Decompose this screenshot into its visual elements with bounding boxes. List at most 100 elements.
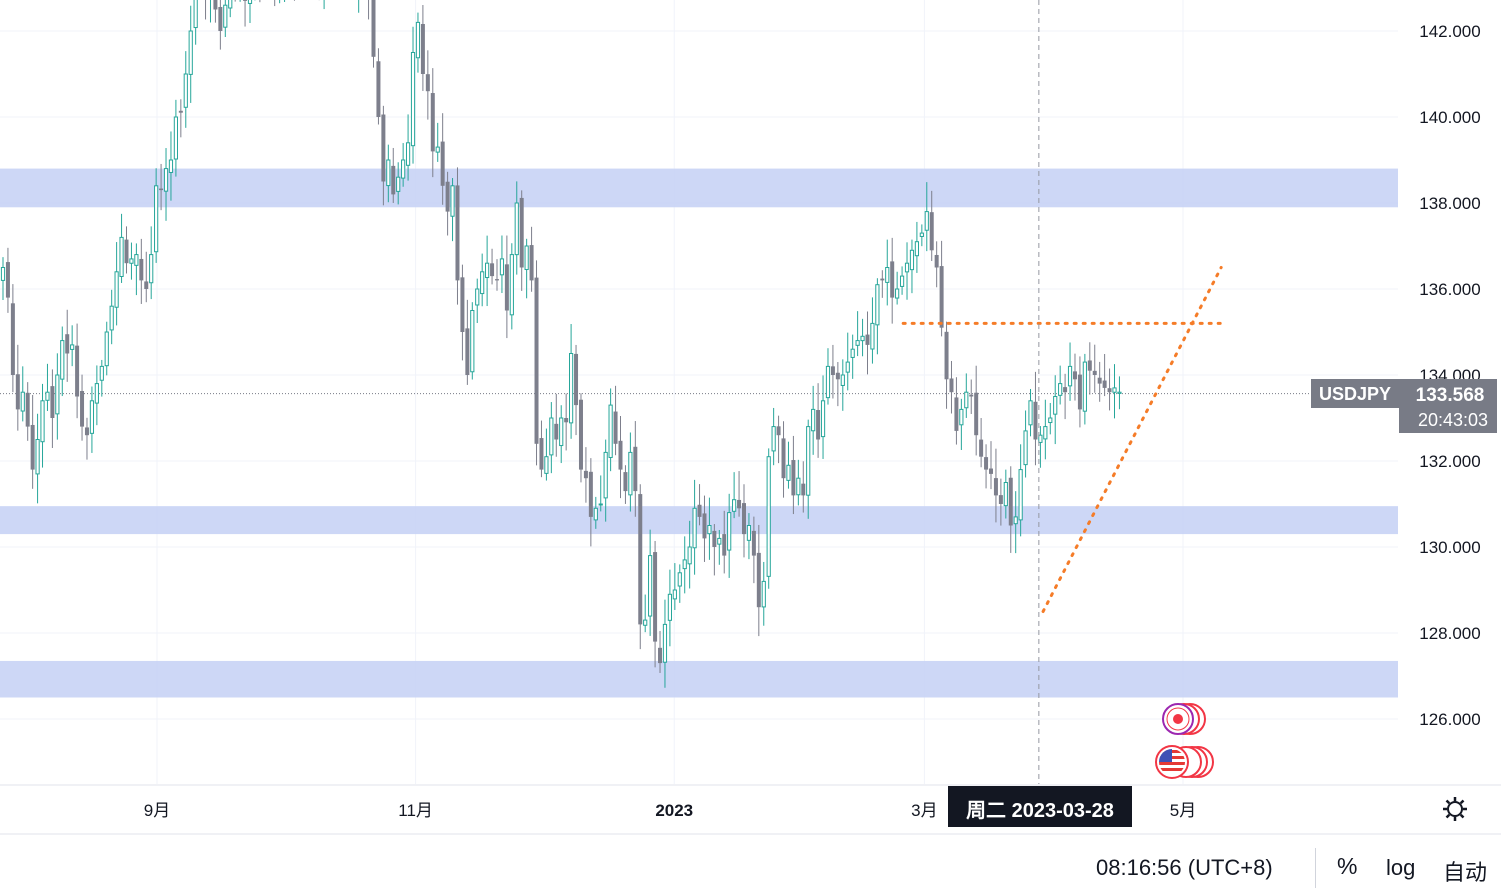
candle bbox=[969, 379, 974, 415]
candle bbox=[1117, 376, 1122, 410]
candle-body bbox=[791, 460, 796, 496]
price-tick-label: 138.000 bbox=[1419, 194, 1480, 213]
candle bbox=[460, 264, 465, 361]
price-tick-label: 130.000 bbox=[1419, 538, 1480, 557]
percent-scale-button[interactable]: % bbox=[1337, 853, 1358, 879]
candle bbox=[993, 448, 998, 523]
candle bbox=[850, 334, 855, 379]
us-event-flag[interactable] bbox=[1155, 745, 1214, 779]
candle-body bbox=[998, 495, 1003, 504]
candle-body bbox=[850, 348, 855, 358]
candle bbox=[94, 365, 99, 426]
candle bbox=[672, 563, 677, 610]
candle-body bbox=[1107, 388, 1112, 393]
candle-body bbox=[10, 303, 15, 375]
candle-body bbox=[519, 197, 524, 268]
candle bbox=[10, 284, 15, 393]
candle bbox=[618, 416, 623, 499]
candle-body bbox=[830, 366, 835, 375]
log-scale-button[interactable]: log bbox=[1386, 855, 1416, 880]
candle-body bbox=[410, 52, 416, 147]
candle-body bbox=[134, 254, 139, 266]
candle-body bbox=[904, 262, 910, 273]
candle-body bbox=[529, 245, 534, 281]
candle-body bbox=[1003, 482, 1008, 507]
candle bbox=[984, 444, 989, 489]
candle bbox=[845, 332, 850, 391]
candle bbox=[667, 569, 672, 647]
candle bbox=[205, 0, 207, 20]
candle-body bbox=[124, 239, 129, 264]
candle-body bbox=[159, 188, 164, 191]
candle bbox=[134, 243, 139, 296]
candle bbox=[816, 383, 821, 458]
candle-body bbox=[114, 271, 119, 308]
candle bbox=[559, 405, 564, 464]
candle bbox=[1003, 469, 1008, 519]
candle bbox=[909, 239, 915, 294]
candle bbox=[633, 421, 638, 517]
candle bbox=[771, 407, 776, 466]
candle-body bbox=[559, 417, 564, 447]
candle-body bbox=[840, 374, 845, 386]
candle-body bbox=[964, 391, 969, 409]
candle bbox=[914, 221, 919, 273]
candle bbox=[682, 536, 687, 594]
candle bbox=[697, 484, 702, 526]
candle-body bbox=[855, 340, 860, 346]
candle-body bbox=[712, 530, 717, 547]
candle bbox=[1048, 402, 1053, 435]
jp-event-flag[interactable] bbox=[1162, 703, 1206, 735]
candle-body bbox=[984, 457, 989, 470]
candle-body bbox=[569, 353, 574, 424]
trendlines[interactable] bbox=[901, 266, 1223, 613]
candle bbox=[50, 369, 55, 448]
candle-body bbox=[756, 552, 761, 608]
candle bbox=[0, 257, 6, 301]
candle bbox=[1072, 353, 1077, 401]
candle-body bbox=[386, 159, 391, 187]
candle bbox=[386, 144, 391, 203]
candle-body bbox=[1038, 434, 1043, 443]
settings-gear-icon[interactable] bbox=[1443, 797, 1467, 821]
candle-body bbox=[771, 426, 776, 452]
auto-scale-button[interactable]: 自动 bbox=[1443, 860, 1488, 885]
candle bbox=[293, 0, 295, 1]
candle bbox=[504, 235, 509, 339]
candle bbox=[154, 168, 159, 263]
candle-body bbox=[944, 331, 949, 380]
price-tick-label: 136.000 bbox=[1419, 280, 1480, 299]
candle bbox=[786, 441, 791, 489]
candle bbox=[5, 247, 10, 313]
candle bbox=[490, 248, 495, 285]
candle bbox=[168, 131, 174, 201]
candle-body bbox=[509, 254, 514, 316]
candle-body bbox=[989, 468, 993, 474]
time-axis[interactable]: 9月 11月 2023 3月 5月 bbox=[144, 801, 1196, 820]
candle bbox=[381, 105, 386, 206]
candle-body bbox=[578, 399, 583, 470]
candle bbox=[1107, 368, 1112, 411]
candle-body bbox=[173, 116, 179, 160]
candle-body bbox=[495, 279, 499, 281]
last-price-value: 133.568 bbox=[1416, 385, 1485, 406]
candle-body bbox=[687, 546, 692, 565]
candle-body bbox=[751, 530, 756, 556]
timezone-clock[interactable]: 08:16:56 (UTC+8) bbox=[1096, 855, 1273, 880]
candle-body bbox=[638, 494, 643, 625]
candle-body bbox=[564, 418, 569, 423]
candle-body bbox=[534, 277, 539, 444]
candle bbox=[643, 594, 648, 633]
candle-body bbox=[899, 275, 905, 287]
candle bbox=[75, 323, 80, 419]
candle bbox=[60, 326, 65, 397]
candle bbox=[415, 12, 421, 73]
current-price-tag[interactable]: USDJPY 133.568 20:43:03 bbox=[1311, 379, 1497, 433]
candle-body bbox=[993, 478, 998, 496]
candle-body bbox=[875, 284, 880, 326]
candle-body bbox=[183, 73, 188, 108]
time-tick-label: 11月 bbox=[398, 801, 433, 820]
status-bar bbox=[0, 836, 1501, 892]
price-axis[interactable]: 126.000128.000130.000132.000134.000136.0… bbox=[1419, 22, 1480, 729]
